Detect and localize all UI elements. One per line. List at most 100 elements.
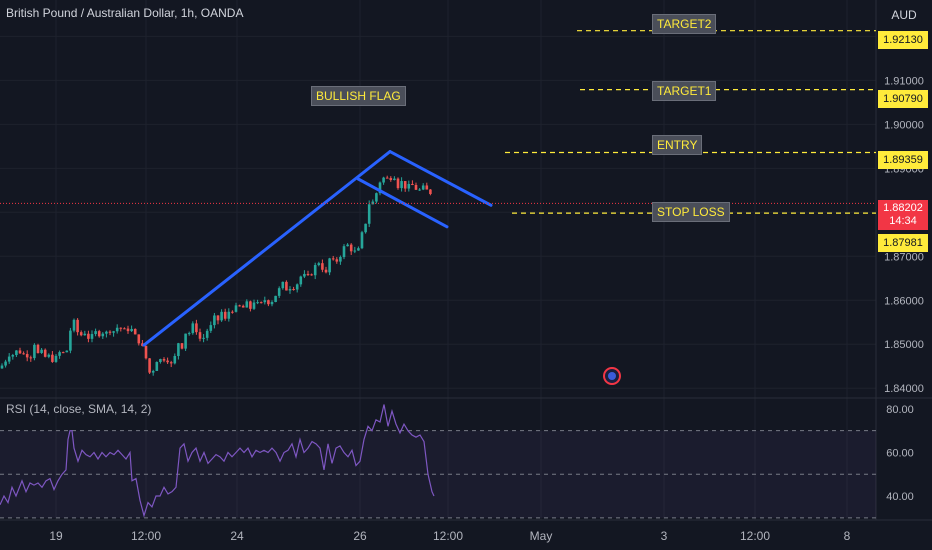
candle-down [195, 323, 198, 333]
candle-down [123, 328, 126, 330]
x-tick-label: 19 [49, 529, 63, 543]
candle-down [51, 354, 54, 362]
y-tick-label: 1.90000 [884, 119, 924, 131]
candle-up [274, 295, 277, 303]
y-tick-label: 1.91000 [884, 75, 924, 87]
candle-down [43, 349, 47, 357]
candle-up [69, 330, 72, 351]
candle-down [166, 360, 169, 363]
candle-down [76, 319, 79, 333]
candle-up [270, 302, 274, 305]
candle-up [421, 185, 425, 190]
candle-down [249, 301, 252, 309]
candle-up [360, 232, 364, 249]
candle-up [227, 311, 231, 319]
candle-down [292, 289, 295, 291]
candle-up [15, 350, 18, 356]
last-price-badge: 1.88202 14:34 [878, 200, 928, 230]
candle-down [79, 332, 83, 336]
candle-up [263, 300, 267, 303]
candle-up [367, 204, 371, 224]
trendline [388, 150, 493, 207]
rsi-line [0, 404, 435, 518]
candle-up [112, 331, 115, 333]
candle-up [177, 343, 180, 357]
candle-up [54, 355, 58, 362]
candle-up [295, 284, 299, 290]
candle-down [133, 328, 137, 335]
candle-up [342, 246, 346, 258]
candle-down [259, 302, 263, 304]
target1-label: TARGET1 [652, 81, 717, 101]
candle-down [425, 185, 429, 190]
candle-down [396, 178, 400, 189]
candle-up [393, 178, 396, 181]
candle-down [22, 353, 25, 355]
candle-up [159, 359, 162, 363]
candle-down [331, 258, 335, 260]
candle-up [245, 301, 249, 308]
candle-up [256, 302, 259, 304]
rsi-tick-label: 80.00 [886, 404, 914, 416]
rsi-legend: RSI (14, close, SMA, 14, 2) [6, 402, 152, 416]
candle-up [83, 333, 87, 336]
y-tick-label: 1.85000 [884, 339, 924, 351]
candle-down [162, 359, 166, 361]
candle-up [7, 356, 11, 362]
candle-up [303, 273, 306, 277]
candle-down [137, 334, 141, 344]
candle-down [148, 358, 151, 373]
candle-up [101, 333, 105, 337]
last-price: 1.88202 [883, 202, 923, 214]
candle-down [180, 343, 184, 349]
candle-up [47, 354, 51, 357]
candle-up [205, 330, 209, 338]
candle-down [238, 305, 241, 307]
candle-up [339, 257, 342, 262]
candle-down [429, 189, 432, 194]
x-tick-label: 12:00 [740, 529, 770, 543]
candle-up [191, 323, 195, 334]
candle-down [144, 345, 148, 359]
candle-up [220, 311, 223, 321]
candle-down [29, 357, 33, 359]
x-tick-label: May [530, 529, 553, 543]
candle-down [267, 300, 270, 305]
candle-down [36, 344, 40, 353]
candle-up [105, 331, 108, 334]
x-tick-label: 24 [230, 529, 244, 543]
candle-up [252, 302, 256, 309]
trendline [142, 150, 392, 347]
candle-down [414, 185, 418, 190]
candle-up [353, 250, 357, 252]
candle-up [378, 182, 382, 194]
candle-up [281, 281, 285, 289]
candle-up [130, 328, 133, 332]
candle-down [198, 332, 202, 339]
candle-down [18, 350, 22, 354]
candle-up [94, 331, 97, 335]
bar-countdown: 14:34 [889, 215, 917, 227]
candle-down [306, 273, 310, 275]
candle-up [202, 337, 205, 339]
candle-up [277, 288, 281, 296]
x-tick-label: 12:00 [131, 529, 161, 543]
target2-label: TARGET2 [652, 14, 717, 34]
candle-up [375, 193, 378, 202]
candle-up [418, 189, 421, 191]
y-tick-label: 1.84000 [884, 383, 924, 395]
rsi-tick-label: 60.00 [886, 447, 914, 459]
candle-down [389, 178, 393, 181]
candle-down [169, 362, 173, 364]
candle-down [141, 343, 144, 346]
entry-price: 1.89359 [878, 151, 928, 169]
candle-up [317, 263, 321, 266]
candle-down [25, 354, 29, 358]
stop-loss-label: STOP LOSS [652, 202, 730, 222]
candle-down [385, 177, 389, 179]
candle-up [11, 355, 15, 357]
candle-down [223, 311, 227, 319]
trendline [356, 177, 449, 229]
candle-up [234, 305, 238, 312]
